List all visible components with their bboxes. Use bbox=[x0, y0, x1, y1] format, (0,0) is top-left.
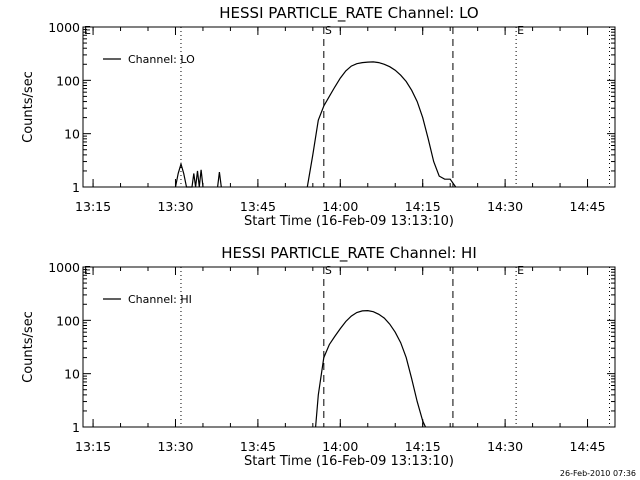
y-tick-label: 1000 bbox=[48, 260, 80, 275]
y-tick-label: 1 bbox=[72, 180, 80, 195]
y-tick-label: 100 bbox=[56, 313, 80, 328]
y-tick-label: 10 bbox=[64, 367, 80, 382]
chart-title: HESSI PARTICLE_RATE Channel: LO bbox=[219, 4, 478, 23]
x-tick-label: 14:15 bbox=[405, 439, 441, 454]
x-tick-label: 13:15 bbox=[75, 199, 111, 214]
x-tick-label: 14:30 bbox=[487, 199, 523, 214]
y-tick-label: 10 bbox=[64, 127, 80, 142]
plot-frame bbox=[82, 266, 616, 428]
time-marker-label: E bbox=[517, 24, 524, 37]
series-line bbox=[174, 61, 457, 188]
x-tick-label: 13:45 bbox=[240, 439, 276, 454]
legend-label: Channel: LO bbox=[128, 53, 195, 66]
time-marker-label: S bbox=[325, 264, 332, 277]
chart-title: HESSI PARTICLE_RATE Channel: HI bbox=[221, 244, 477, 263]
x-axis-label: Start Time (16-Feb-09 13:13:10) bbox=[244, 214, 454, 229]
x-tick-label: 14:45 bbox=[570, 439, 606, 454]
y-axis-label: Counts/sec bbox=[21, 311, 36, 383]
y-axis-label: Counts/sec bbox=[21, 71, 36, 143]
x-tick-label: 13:45 bbox=[240, 199, 276, 214]
x-tick-label: 14:30 bbox=[487, 439, 523, 454]
x-tick-label: 14:45 bbox=[570, 199, 606, 214]
x-tick-label: 13:30 bbox=[157, 199, 193, 214]
chart-lo: HESSI PARTICLE_RATE Channel: LO 1 10 100 100… bbox=[21, 4, 616, 229]
x-tick-label: 14:00 bbox=[322, 199, 358, 214]
time-marker-label: E bbox=[84, 264, 91, 277]
y-tick-label: 100 bbox=[56, 73, 80, 88]
x-tick-label: 14:00 bbox=[322, 439, 358, 454]
time-marker-label: E bbox=[517, 264, 524, 277]
time-marker-label: S bbox=[325, 24, 332, 37]
timestamp-stamp: 26-Feb-2010 07:36 bbox=[560, 469, 636, 478]
x-tick-label: 13:15 bbox=[75, 439, 111, 454]
legend-label: Channel: HI bbox=[128, 293, 192, 306]
series-line bbox=[315, 309, 427, 428]
plot-frame bbox=[82, 26, 616, 188]
chart-hi: HESSI PARTICLE_RATE Channel: HI 1 10 100 100… bbox=[21, 244, 616, 469]
x-axis-label: Start Time (16-Feb-09 13:13:10) bbox=[244, 454, 454, 469]
y-tick-label: 1 bbox=[72, 420, 80, 435]
x-tick-label: 14:15 bbox=[405, 199, 441, 214]
time-marker-label: E bbox=[84, 24, 91, 37]
y-tick-label: 1000 bbox=[48, 20, 80, 35]
x-tick-label: 13:30 bbox=[157, 439, 193, 454]
